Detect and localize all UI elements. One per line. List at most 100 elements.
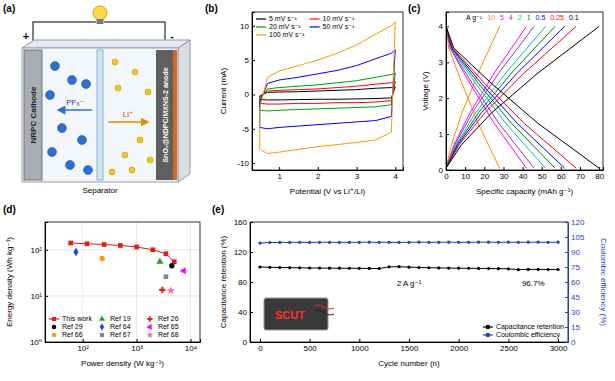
marker bbox=[134, 245, 139, 250]
y2-tick-mark bbox=[565, 312, 568, 313]
cation-sphere bbox=[132, 69, 138, 75]
separator-label: Separator bbox=[82, 186, 117, 195]
y2-tick-label: 75 bbox=[571, 263, 580, 272]
y-tick: 0 bbox=[243, 338, 253, 347]
marker bbox=[388, 265, 391, 268]
legend-item: 10 mV s⁻¹ bbox=[310, 15, 355, 22]
chart-panel: 0500100015002000250030000408012016001530… bbox=[212, 204, 608, 368]
x-tick: 0 bbox=[258, 339, 263, 353]
y2-tick-label: 105 bbox=[571, 233, 585, 242]
x-tick: 40 bbox=[519, 167, 528, 181]
x-tick-label: 10 bbox=[461, 172, 470, 181]
legend-swatch bbox=[310, 26, 320, 27]
marker bbox=[150, 247, 155, 252]
x-tick-mark bbox=[580, 167, 581, 170]
y-tick-label: 10 bbox=[240, 22, 249, 31]
x-tick-mark bbox=[83, 339, 84, 342]
legend-item: 100 mV s⁻¹ bbox=[256, 31, 305, 38]
x-axis: 1234 bbox=[253, 167, 404, 181]
x-axis-title: Power density (W kg⁻¹) bbox=[81, 359, 164, 368]
y-tick-label: 3 bbox=[439, 58, 444, 67]
anode-label: SnO₂@NDPC/MXNS-2 anode bbox=[162, 67, 169, 162]
y-tick-label: 0 bbox=[439, 166, 444, 175]
marker bbox=[318, 266, 321, 269]
chart-panel: 10²10³10⁴10⁰10¹10²(d)Power density (W kg… bbox=[3, 204, 201, 368]
legend-label: Ref 29 bbox=[62, 323, 83, 330]
marker bbox=[497, 267, 500, 270]
legend-label: 0.5 bbox=[536, 14, 546, 21]
marker bbox=[437, 241, 440, 244]
marker bbox=[180, 267, 186, 274]
legend-marker bbox=[100, 333, 104, 337]
legend-item: Coulombic efficiency bbox=[483, 331, 561, 339]
marker bbox=[527, 241, 530, 244]
legend: A g⁻¹1054210.50.250.1 bbox=[466, 14, 579, 22]
y2-tick: 105 bbox=[565, 233, 585, 242]
legend-swatch bbox=[310, 18, 320, 19]
terminal-label: + bbox=[23, 30, 29, 42]
y-tick: 10² bbox=[30, 246, 48, 255]
y-tick-label: 0 bbox=[245, 90, 250, 99]
x-tick: 60 bbox=[557, 167, 566, 181]
y-axis: 10⁰10¹10² bbox=[30, 223, 48, 348]
y-tick-mark bbox=[252, 163, 255, 164]
legend-item: Capacitance retention bbox=[483, 323, 564, 331]
x-tick-mark bbox=[561, 167, 562, 170]
marker bbox=[427, 266, 430, 269]
legend-label: 5 bbox=[500, 14, 504, 21]
legend-marker bbox=[52, 333, 57, 338]
x-tick: 10 bbox=[461, 167, 470, 181]
y-tick-label: 5 bbox=[245, 56, 250, 65]
legend-marker bbox=[146, 331, 153, 338]
marker bbox=[308, 266, 311, 269]
legend-item: 5 mV s⁻¹ bbox=[256, 15, 297, 22]
marker bbox=[388, 241, 391, 244]
x-tick-label: 1 bbox=[277, 172, 282, 181]
y-tick: 2 bbox=[439, 94, 449, 103]
plot-frame bbox=[45, 222, 200, 342]
y-axis: 04080120160 bbox=[234, 218, 253, 347]
anion-sphere bbox=[82, 80, 91, 89]
inset-wire bbox=[314, 310, 334, 315]
cell-body bbox=[22, 48, 178, 182]
legend-label: Ref 68 bbox=[158, 331, 179, 338]
y-axis-title: Voltage (V) bbox=[421, 71, 430, 111]
marker bbox=[298, 266, 301, 269]
legend: This workRef 19Ref 26Ref 29Ref 64Ref 65R… bbox=[49, 315, 179, 338]
marker bbox=[517, 268, 520, 271]
series-line bbox=[446, 26, 599, 168]
legend-label: Ref 65 bbox=[158, 323, 179, 330]
y2-tick: 15 bbox=[565, 323, 580, 332]
cathode bbox=[24, 50, 42, 180]
x-tick-mark bbox=[503, 167, 504, 170]
x-tick-label: 30 bbox=[499, 172, 508, 181]
y2-tick-mark bbox=[565, 252, 568, 253]
marker bbox=[278, 266, 281, 269]
legend-label: Ref 64 bbox=[110, 323, 131, 330]
diagram: (a)+-NRPC CathodeSnO₂@NDPC/MXNS-2 anodeS… bbox=[3, 3, 190, 195]
marker bbox=[556, 268, 559, 271]
x-tick-label: 500 bbox=[303, 344, 317, 353]
x-axis-line bbox=[447, 167, 604, 171]
y2-tick: 0 bbox=[565, 338, 576, 347]
grid-line bbox=[45, 249, 200, 250]
x-tick: 4 bbox=[394, 167, 399, 181]
y2-axis: 0153045607590105120 bbox=[565, 218, 585, 347]
anion-sphere bbox=[84, 166, 93, 175]
series-line bbox=[260, 87, 396, 100]
y-tick: 4 bbox=[439, 22, 449, 31]
y-tick: -5 bbox=[242, 125, 255, 134]
legend-label: 2 bbox=[518, 14, 522, 21]
marker bbox=[278, 241, 281, 244]
panel-label: (e) bbox=[212, 204, 224, 215]
legend-item: 20 mV s⁻¹ bbox=[256, 23, 301, 30]
marker bbox=[427, 241, 430, 244]
x-tick: 2500 bbox=[500, 339, 518, 353]
marker bbox=[159, 287, 165, 293]
x-tick-mark bbox=[260, 339, 261, 342]
x-tick: 80 bbox=[595, 167, 604, 181]
y2-tick-label: 60 bbox=[571, 278, 580, 287]
x-tick-mark bbox=[523, 167, 524, 170]
x-tick-label: 3 bbox=[355, 172, 360, 181]
y2-tick: 45 bbox=[565, 293, 580, 302]
